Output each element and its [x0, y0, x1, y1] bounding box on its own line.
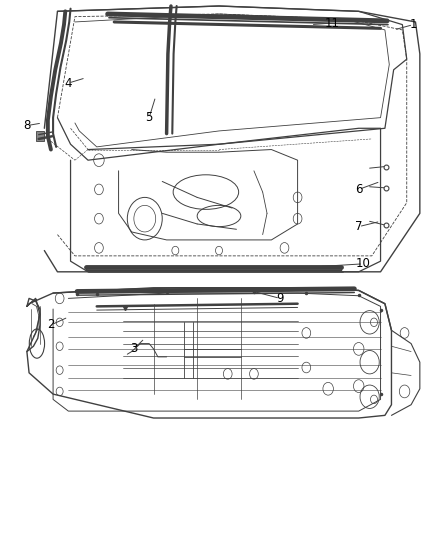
Text: 3: 3	[130, 342, 138, 356]
Text: 9: 9	[276, 292, 284, 305]
Text: 10: 10	[356, 257, 371, 270]
Text: 4: 4	[65, 77, 72, 90]
Bar	[36, 131, 44, 141]
Text: 8: 8	[23, 119, 31, 132]
Text: 1: 1	[410, 18, 417, 31]
Text: 2: 2	[47, 319, 55, 332]
Text: 6: 6	[355, 183, 363, 196]
Text: 5: 5	[145, 111, 153, 124]
Text: 7: 7	[355, 220, 363, 233]
Text: 11: 11	[325, 17, 340, 29]
